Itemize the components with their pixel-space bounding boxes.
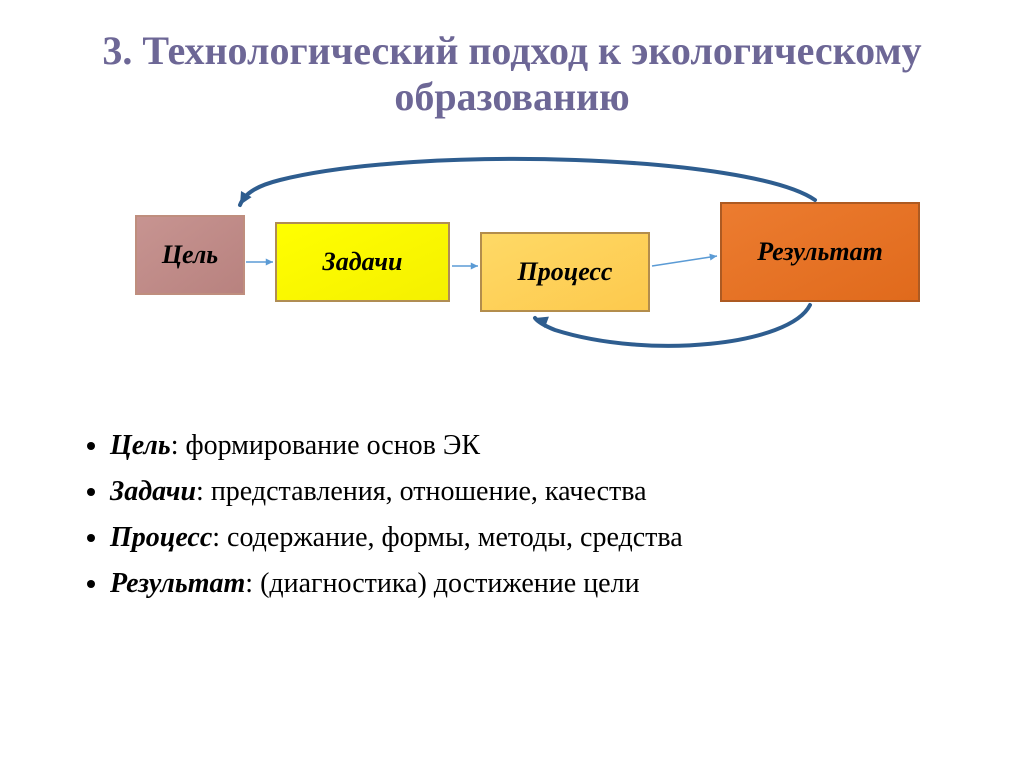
box-goal: Цель xyxy=(135,215,245,295)
box-process: Процесс xyxy=(480,232,650,312)
box-goal-label: Цель xyxy=(162,240,218,270)
bullet-term: Задачи xyxy=(110,476,196,507)
bullet-list: Цель: формирование основ ЭК Задачи: пред… xyxy=(0,430,1024,600)
bullet-desc: : содержание, формы, методы, средства xyxy=(212,522,682,553)
bullet-term: Результат xyxy=(110,568,245,599)
box-process-label: Процесс xyxy=(518,257,613,287)
box-tasks-label: Задачи xyxy=(323,247,403,277)
slide-title: 3. Технологический подход к экологическо… xyxy=(0,0,1024,120)
bullet-item: Задачи: представления, отношение, качест… xyxy=(110,476,984,508)
box-result: Результат xyxy=(720,202,920,302)
box-tasks: Задачи xyxy=(275,222,450,302)
bullet-desc: : (диагностика) достижение цели xyxy=(245,568,639,599)
bullet-term: Цель xyxy=(110,430,171,461)
bullet-desc: : формирование основ ЭК xyxy=(171,430,480,461)
bullet-item: Процесс: содержание, формы, методы, сред… xyxy=(110,522,984,554)
title-text: 3. Технологический подход к экологическо… xyxy=(102,28,921,119)
bullet-item: Результат: (диагностика) достижение цели xyxy=(110,568,984,600)
bullet-desc: : представления, отношение, качества xyxy=(196,476,646,507)
flow-diagram: Цель Задачи Процесс Результат xyxy=(0,150,1024,370)
bullet-item: Цель: формирование основ ЭК xyxy=(110,430,984,462)
bullet-term: Процесс xyxy=(110,522,212,553)
box-result-label: Результат xyxy=(757,237,883,267)
